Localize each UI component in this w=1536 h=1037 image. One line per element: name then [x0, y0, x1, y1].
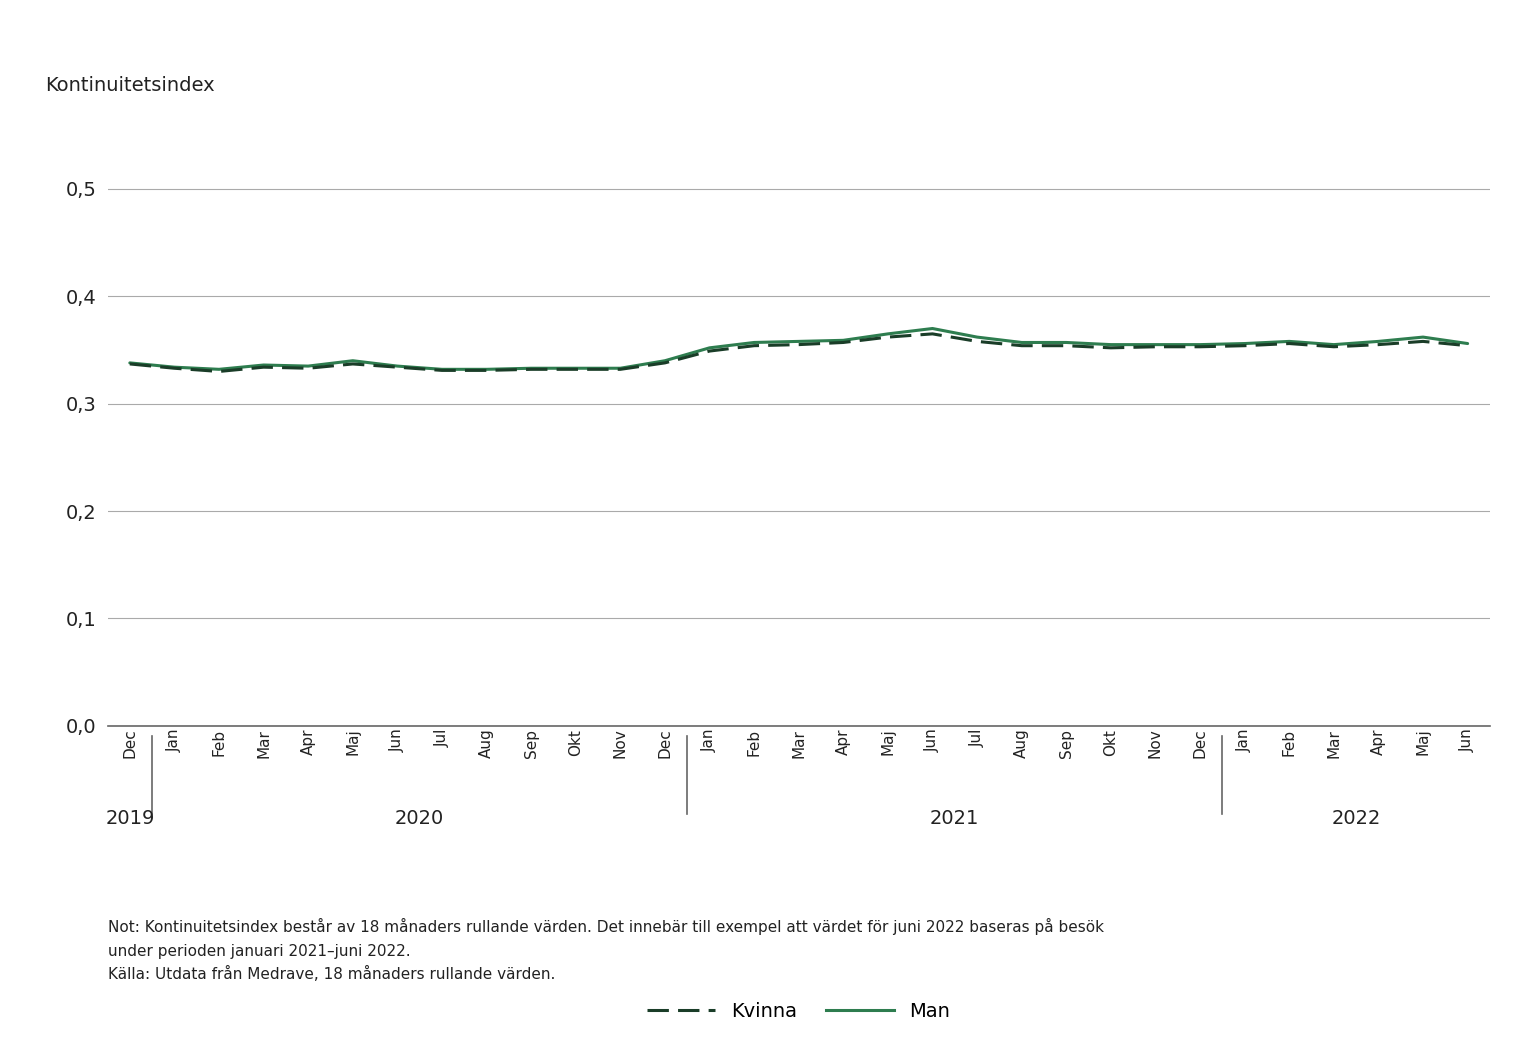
Text: Källa: Utdata från Medrave, 18 månaders rullande värden.: Källa: Utdata från Medrave, 18 månaders …: [108, 966, 554, 982]
Text: 2021: 2021: [931, 809, 980, 828]
Text: Kontinuitetsindex: Kontinuitetsindex: [46, 77, 215, 95]
Text: 2022: 2022: [1332, 809, 1381, 828]
Text: under perioden januari 2021–juni 2022.: under perioden januari 2021–juni 2022.: [108, 944, 410, 958]
Text: Not: Kontinuitetsindex består av 18 månaders rullande värden. Det innebär till e: Not: Kontinuitetsindex består av 18 måna…: [108, 918, 1103, 934]
Text: 2019: 2019: [104, 809, 155, 828]
Legend: Kvinna, Man: Kvinna, Man: [639, 994, 958, 1029]
Text: 2020: 2020: [395, 809, 444, 828]
